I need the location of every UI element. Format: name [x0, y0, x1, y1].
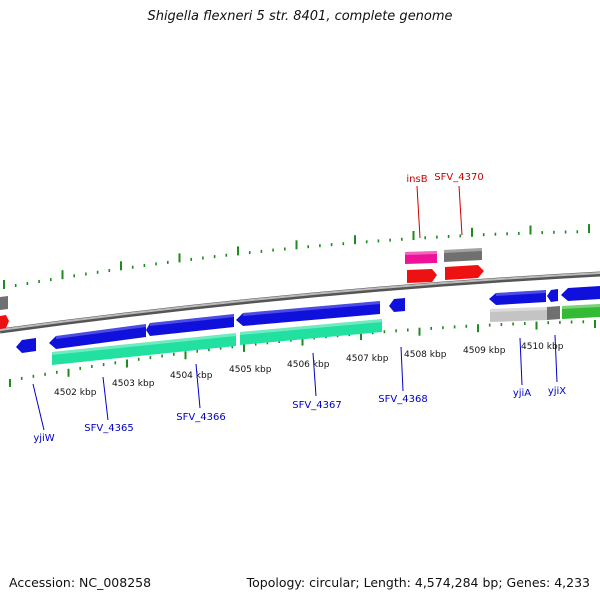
feature-insB-red[interactable] — [407, 269, 437, 283]
label-SFV-4367[interactable]: SFV_4367 — [292, 400, 341, 411]
scale-label-4508: 4508 kbp — [404, 350, 447, 360]
feature-gray-left[interactable] — [0, 296, 8, 310]
topology-summary: Topology: circular; Length: 4,574,284 bp… — [246, 575, 590, 590]
upper-tick-row — [3, 224, 590, 289]
scale-label-4507: 4507 kbp — [346, 354, 389, 364]
lower-tick-row — [9, 320, 596, 387]
feature-insB[interactable] — [405, 251, 437, 264]
label-yjiW[interactable]: yjiW — [33, 433, 54, 444]
genome-backbone-highlight — [0, 272, 600, 331]
feature-silver[interactable] — [490, 307, 547, 322]
feature-SFV-4366[interactable] — [146, 314, 234, 336]
feature-SFV-4368[interactable] — [389, 298, 405, 312]
feature-yjiX[interactable] — [561, 286, 600, 301]
label-SFV-4366[interactable]: SFV_4366 — [176, 412, 225, 423]
label-insB[interactable]: insB — [406, 174, 427, 185]
feature-red-left[interactable] — [0, 315, 9, 329]
forward-strand-features — [0, 248, 484, 329]
scale-label-4504: 4504 kbp — [170, 371, 213, 381]
feature-SFV-4370-red[interactable] — [445, 265, 484, 280]
feature-SFV-4367[interactable] — [236, 301, 380, 326]
label-SFV-4365[interactable]: SFV_4365 — [84, 423, 133, 434]
label-SFV-4368[interactable]: SFV_4368 — [378, 394, 427, 405]
label-yjiA[interactable]: yjiA — [513, 388, 531, 399]
feature-yjiA-small[interactable] — [547, 289, 558, 302]
scale-labels: 4502 kbp 4503 kbp 4504 kbp 4505 kbp 4506… — [54, 342, 564, 398]
scale-label-4505: 4505 kbp — [229, 365, 272, 375]
scale-label-4503: 4503 kbp — [112, 379, 155, 389]
feature-SFV-4365[interactable] — [49, 324, 146, 349]
genome-title: Shigella flexneri 5 str. 8401, complete … — [147, 9, 453, 24]
accession-text: Accession: NC_008258 — [9, 575, 152, 590]
feature-teal-2[interactable] — [240, 319, 382, 345]
reverse-strand-features — [16, 286, 600, 365]
scale-label-4502: 4502 kbp — [54, 388, 97, 398]
label-yjiX[interactable]: yjiX — [548, 386, 566, 397]
bottom-gene-labels: yjiW SFV_4365 SFV_4366 SFV_4367 SFV_4368… — [32, 334, 566, 444]
genome-backbone — [0, 271, 600, 334]
feature-yjiA[interactable] — [489, 290, 546, 305]
feature-gray-right[interactable] — [547, 306, 560, 320]
feature-green[interactable] — [562, 304, 600, 319]
scale-label-4510: 4510 kbp — [521, 342, 564, 352]
feature-teal-1[interactable] — [52, 333, 236, 365]
label-SFV-4370[interactable]: SFV_4370 — [434, 172, 483, 183]
scale-label-4506: 4506 kbp — [287, 360, 330, 370]
scale-label-4509: 4509 kbp — [463, 346, 506, 356]
feature-yjiW[interactable] — [16, 338, 36, 353]
top-gene-labels: insB SFV_4370 — [406, 172, 484, 239]
feature-SFV-4370[interactable] — [444, 248, 482, 262]
